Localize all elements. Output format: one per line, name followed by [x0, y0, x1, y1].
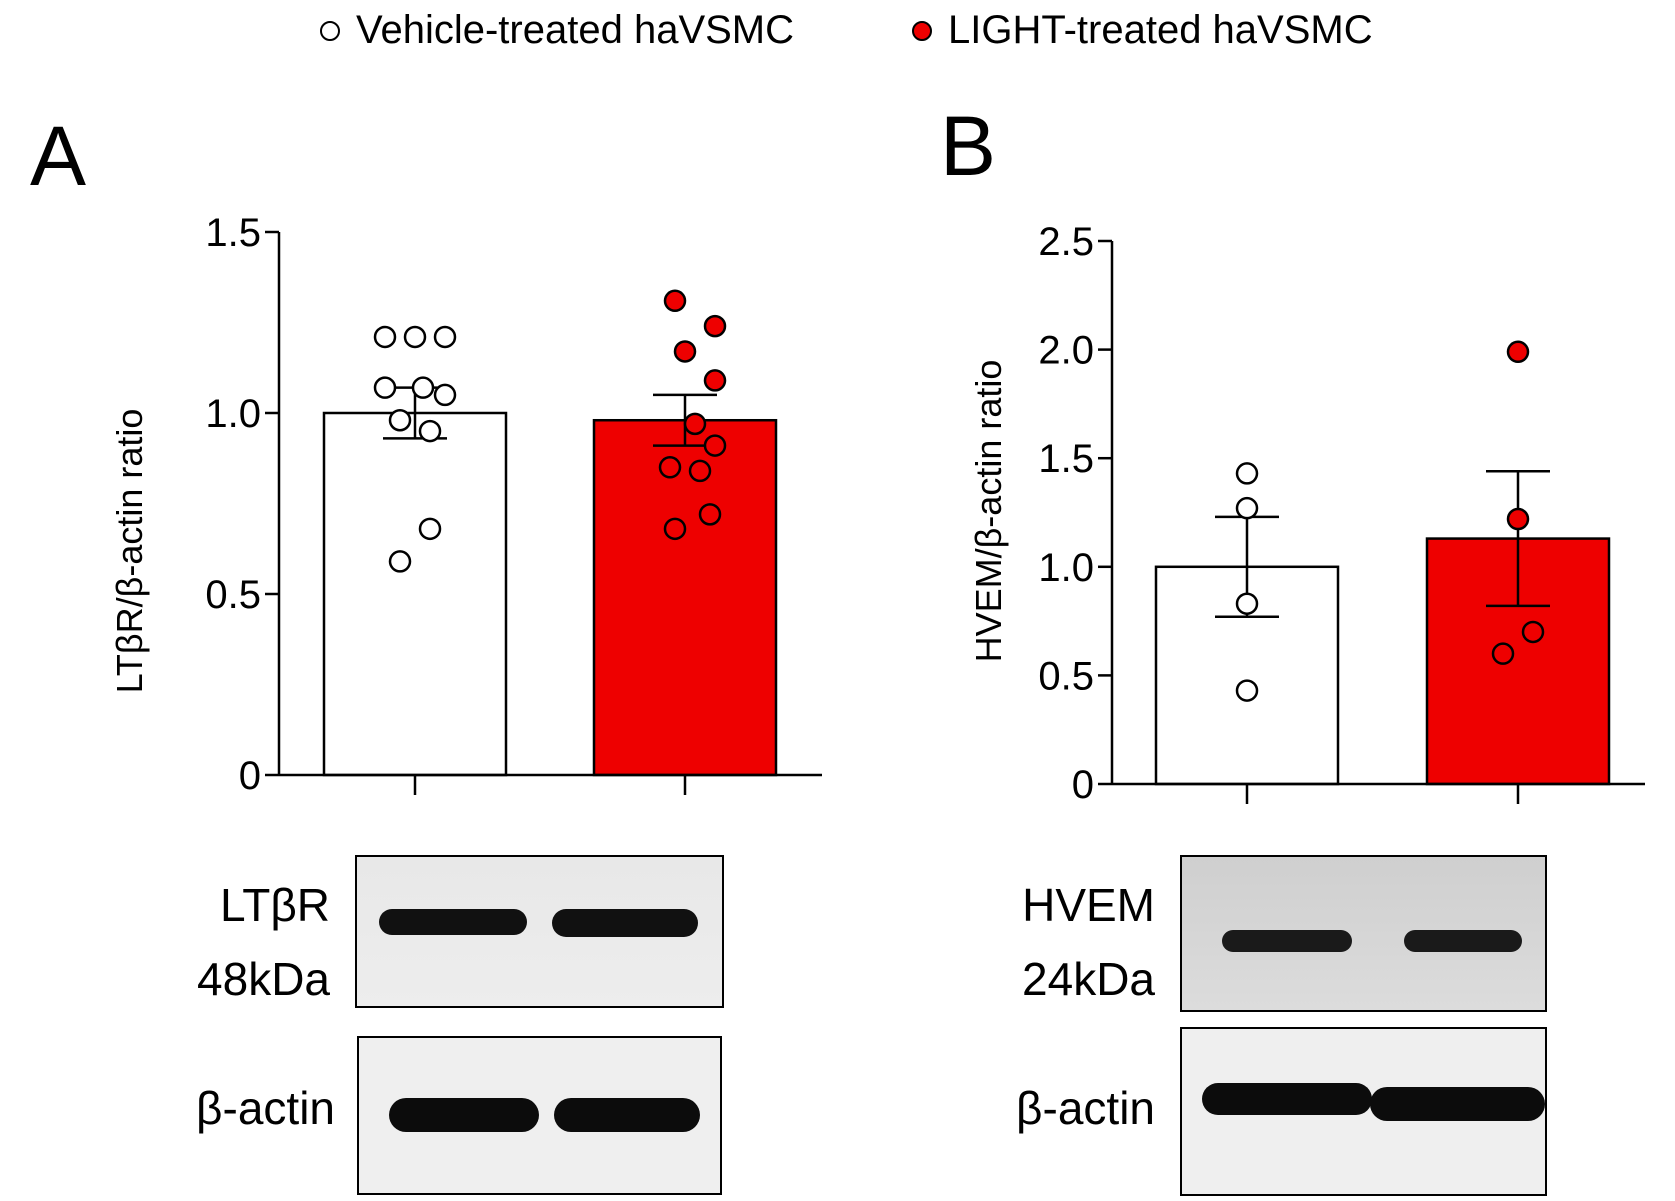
panel-a-actin-blot [357, 1036, 722, 1195]
legend-marker-open-circle [320, 20, 340, 41]
blot-band [379, 909, 527, 935]
panel-a-data-point [703, 369, 727, 392]
panel-a-data-point [663, 289, 687, 313]
panel-a-data-point [433, 325, 457, 349]
blot-band [1404, 930, 1522, 952]
panel-b-data-point [1235, 592, 1259, 615]
panel-b-blot-size: 24kDa [1022, 953, 1155, 1005]
legend: Vehicle-treated haVSMC LIGHT-treated haV… [0, 8, 1675, 68]
blot-band [389, 1098, 539, 1132]
panel-a-y-tick-label: 0 [239, 754, 261, 798]
panel-a-data-point [663, 517, 687, 541]
panel-a-blot-size: 48kDa [197, 953, 330, 1005]
panel-a-data-point [433, 383, 457, 407]
blot-band [1202, 1083, 1372, 1115]
panel-a-data-point [418, 419, 442, 443]
blot-band [1222, 930, 1352, 952]
panel-a-bar-chart: 0 0.5 1.0 1.5 [205, 211, 822, 798]
panel-a-y-tick-label: 0.5 [205, 573, 261, 617]
blot-band [1370, 1087, 1545, 1121]
panel-letter-a: A [30, 109, 87, 203]
panel-a-data-point [703, 314, 727, 338]
panel-b-data-point [1506, 507, 1530, 531]
panel-b-y-tick-label: 0.5 [1038, 654, 1094, 698]
panel-a-data-point [658, 456, 682, 479]
panel-a-data-point [373, 376, 397, 399]
panel-a-data-point [673, 340, 697, 363]
panel-b-y-tick-label: 2.5 [1038, 220, 1094, 264]
legend-item-light: LIGHT-treated haVSMC [912, 8, 1373, 53]
panel-a-data-point [683, 412, 707, 436]
panel-a-data-point [703, 434, 727, 457]
legend-marker-red-circle [912, 20, 932, 41]
panel-b-data-point [1491, 642, 1515, 665]
panel-a-y-tick-label: 1.0 [205, 392, 261, 436]
panel-a-blot-label: LTβR [220, 879, 330, 931]
panel-a-data-point [388, 550, 412, 573]
blot-band [554, 1098, 700, 1132]
panel-b-blot-label: HVEM [1022, 879, 1155, 931]
panel-b-y-tick-label: 1.5 [1038, 437, 1094, 481]
legend-label-vehicle: Vehicle-treated haVSMC [356, 8, 795, 52]
panel-b-hvem-blot [1180, 855, 1547, 1012]
panel-a-data-point [698, 503, 722, 526]
panel-a-data-point [403, 325, 427, 349]
panel-a-y-tick-label: 1.5 [205, 211, 261, 255]
panel-b-data-point [1521, 620, 1545, 644]
blot-band [552, 909, 698, 937]
legend-item-vehicle: Vehicle-treated haVSMC [320, 8, 794, 53]
panel-a-loading-label: β-actin [196, 1082, 335, 1134]
legend-label-light: LIGHT-treated haVSMC [948, 8, 1373, 52]
panel-a-data-point [373, 325, 397, 349]
panel-b-actin-blot [1180, 1027, 1547, 1196]
panel-a-data-point [418, 517, 442, 541]
panel-b-y-tick-label: 2.0 [1038, 329, 1094, 373]
panel-a-data-point [411, 376, 435, 399]
panel-letter-b: B [940, 99, 997, 193]
panel-b-loading-label: β-actin [1016, 1082, 1155, 1134]
panel-a-data-point [688, 459, 712, 483]
panel-b-y-tick-label: 1.0 [1038, 546, 1094, 590]
panel-b-data-point [1235, 679, 1259, 702]
panel-b-bar-chart: 0 0.5 1.0 1.5 2.0 2.5 [1038, 220, 1645, 807]
panel-b-y-tick-label: 0 [1072, 763, 1094, 807]
panel-a-data-point [388, 408, 412, 432]
panel-b-data-point [1235, 462, 1259, 485]
panel-a-bar-light [592, 418, 778, 777]
panel-b-data-point [1235, 496, 1259, 520]
panel-a-ltbr-blot [355, 855, 724, 1008]
panel-b-data-point [1506, 340, 1530, 364]
